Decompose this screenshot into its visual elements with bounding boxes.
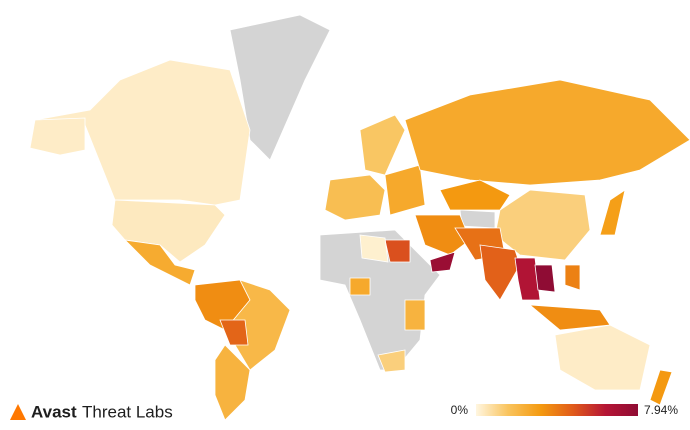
region (377, 349, 406, 373)
legend-label: 0% (451, 403, 469, 417)
region (219, 319, 249, 346)
region (214, 344, 251, 421)
legend: 0% 7.94% (451, 403, 679, 417)
region (439, 179, 511, 211)
brand-name: Avast (31, 402, 77, 421)
region (514, 257, 541, 301)
logo-icon (10, 404, 26, 420)
region (359, 114, 406, 176)
region (404, 299, 426, 331)
logo: Avast Threat Labs (10, 402, 173, 421)
brand-product: Threat Labs (82, 402, 173, 421)
region (29, 117, 86, 156)
region (649, 369, 673, 406)
regions (29, 59, 690, 421)
legend-label: 7.94% (644, 403, 678, 417)
region (384, 239, 411, 263)
no-data-regions (229, 14, 496, 371)
region (359, 234, 389, 263)
region (123, 239, 196, 286)
legend-scale (476, 404, 638, 416)
region (404, 79, 690, 186)
region (479, 244, 521, 301)
region (599, 189, 626, 236)
region (528, 304, 611, 331)
region (564, 264, 581, 291)
region (429, 251, 456, 273)
region (34, 59, 251, 206)
region (111, 199, 226, 263)
no-data-region (459, 209, 496, 229)
region (534, 264, 556, 293)
region (349, 277, 371, 296)
region (384, 164, 426, 216)
region (554, 324, 651, 391)
region (414, 214, 471, 256)
no-data-region (229, 14, 331, 161)
region (324, 174, 386, 221)
